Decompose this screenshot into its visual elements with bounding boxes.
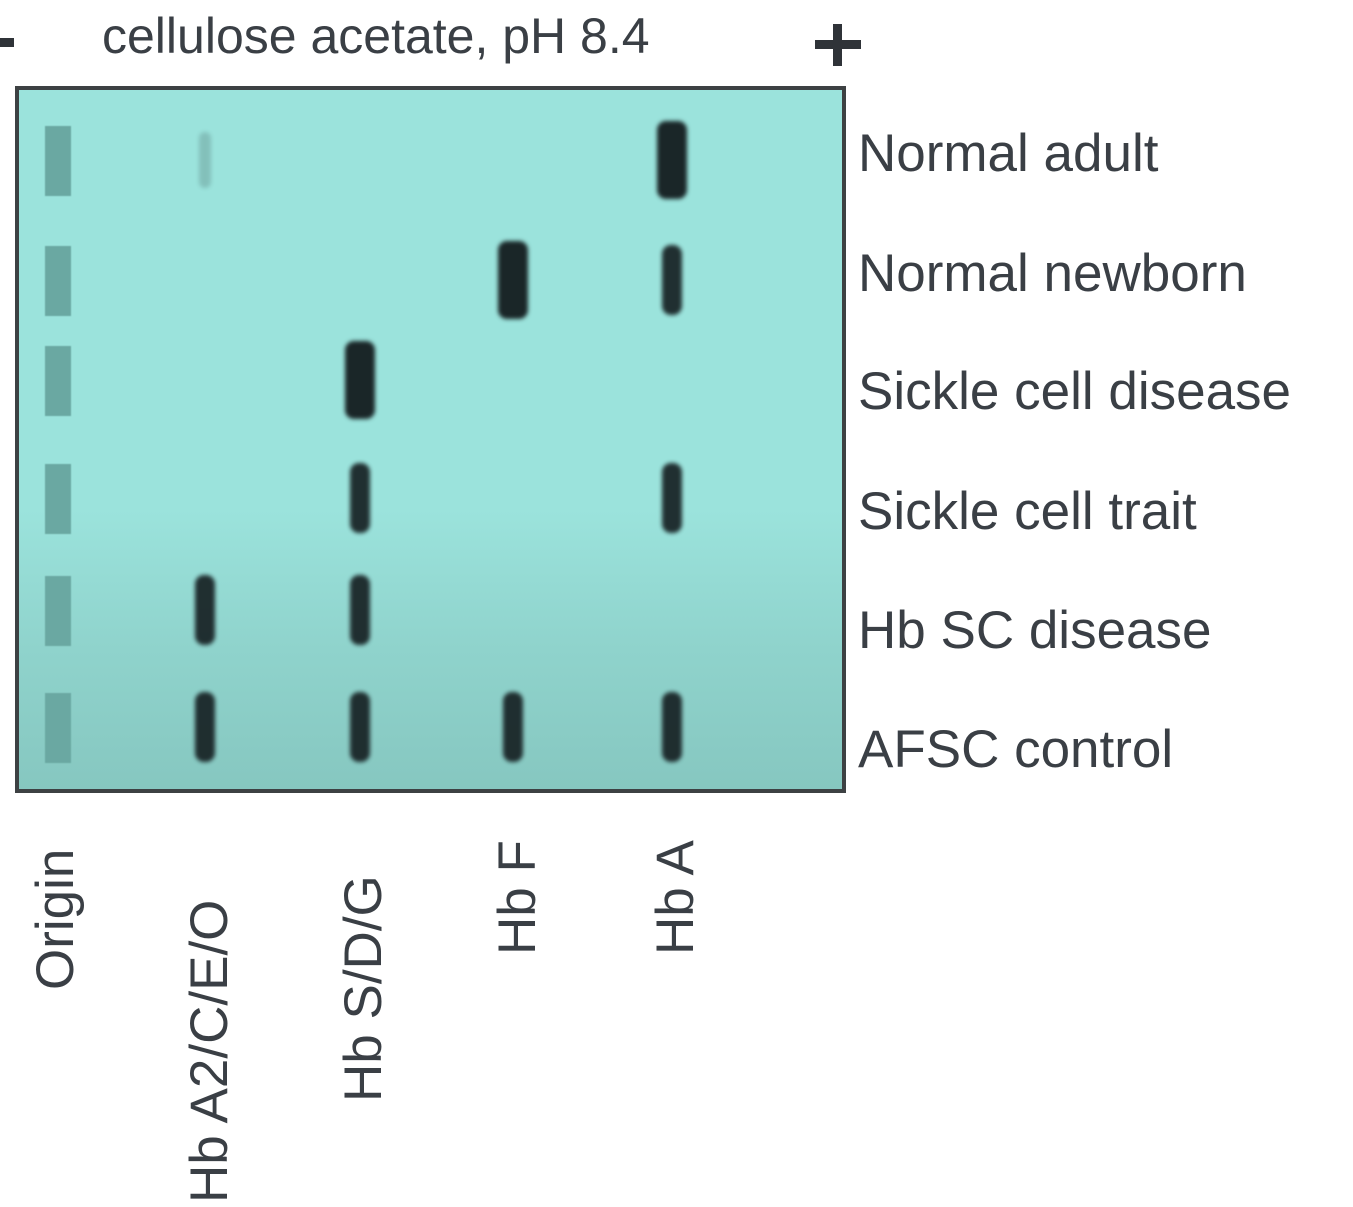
cathode-minus-icon [0,38,14,47]
sample-label-hb-sc-disease: Hb SC disease [858,601,1212,660]
sample-label-normal-adult: Normal adult [858,124,1159,183]
sample-label-sickle-cell-trait: Sickle cell trait [858,482,1197,541]
band-afsc-control-hb-f [503,692,523,762]
origin-mark-hb-sc-disease [45,576,71,646]
origin-mark-normal-adult [45,126,71,196]
origin-mark-normal-newborn [45,246,71,316]
lane-label-origin: Origin [26,848,85,990]
gel-title: cellulose acetate, pH 8.4 [102,8,650,64]
electrophoresis-gel [15,86,846,793]
band-afsc-control-hb-a2-c-e-o [195,692,215,762]
lane-label-hb-s: Hb S/D/G [334,875,393,1102]
lane-label-hb-a2: Hb A2/C/E/O [180,899,239,1203]
sample-label-normal-newborn: Normal newborn [858,244,1247,303]
origin-mark-sickle-cell-trait [45,464,71,534]
band-normal-adult-hb-a2-c-e-o [199,132,211,188]
band-sickle-cell-trait-hb-s-d-g [350,463,370,533]
origin-mark-afsc-control [45,693,71,763]
band-hb-sc-disease-hb-s-d-g [350,575,370,645]
band-sickle-cell-trait-hb-a [662,463,682,533]
origin-mark-sickle-cell-disease [45,346,71,416]
anode-plus-icon [815,24,861,66]
band-normal-newborn-hb-a [662,245,682,315]
band-sickle-cell-disease-hb-s-d-g [345,341,375,419]
sample-label-afsc-control: AFSC control [858,720,1174,779]
lane-label-hb-a: Hb A [646,840,705,955]
band-afsc-control-hb-s-d-g [350,692,370,762]
band-normal-adult-hb-a [657,121,687,199]
band-normal-newborn-hb-f [498,241,528,319]
lane-label-hb-f: Hb F [488,840,547,955]
band-hb-sc-disease-hb-a2-c-e-o [195,575,215,645]
band-afsc-control-hb-a [662,692,682,762]
sample-label-sickle-cell-disease: Sickle cell disease [858,362,1292,421]
